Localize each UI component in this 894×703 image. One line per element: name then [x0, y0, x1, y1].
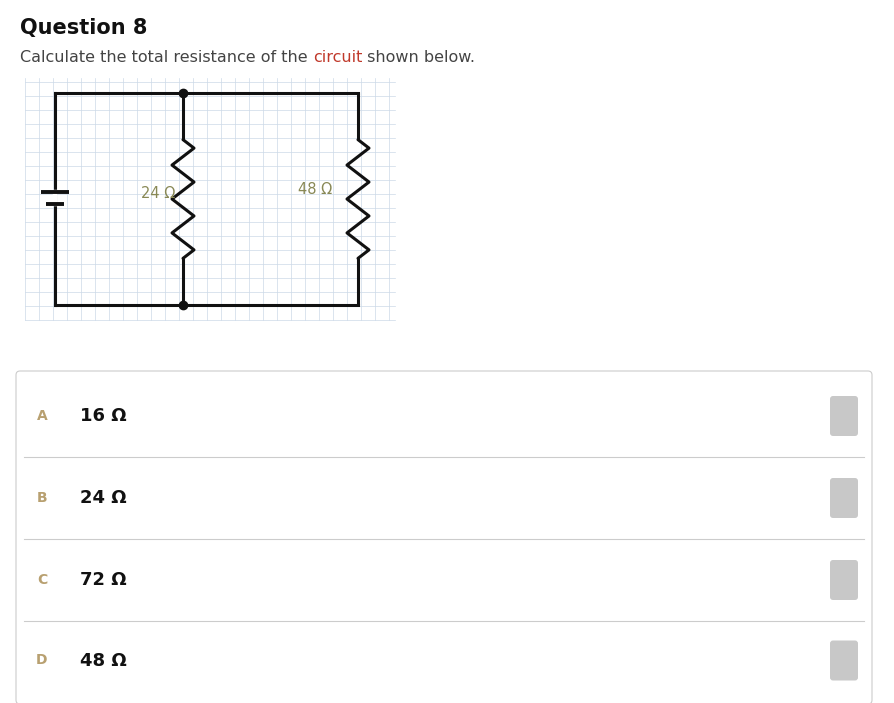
Text: 48 Ω: 48 Ω	[298, 181, 332, 197]
Text: 72 Ω: 72 Ω	[80, 571, 126, 589]
FancyBboxPatch shape	[829, 396, 857, 436]
Text: shown below.: shown below.	[362, 50, 475, 65]
Text: Question 8: Question 8	[20, 18, 148, 38]
Text: C: C	[37, 573, 47, 587]
Text: circuit: circuit	[312, 50, 362, 65]
Text: 16 Ω: 16 Ω	[80, 407, 126, 425]
Text: 24 Ω: 24 Ω	[141, 186, 175, 202]
Text: A: A	[37, 409, 47, 423]
FancyBboxPatch shape	[16, 371, 871, 703]
Text: 48 Ω: 48 Ω	[80, 652, 127, 669]
Text: Calculate the total resistance of the: Calculate the total resistance of the	[20, 50, 312, 65]
Text: 24 Ω: 24 Ω	[80, 489, 126, 507]
Text: B: B	[37, 491, 47, 505]
Text: D: D	[37, 654, 47, 668]
FancyBboxPatch shape	[829, 478, 857, 518]
FancyBboxPatch shape	[829, 560, 857, 600]
FancyBboxPatch shape	[829, 640, 857, 681]
